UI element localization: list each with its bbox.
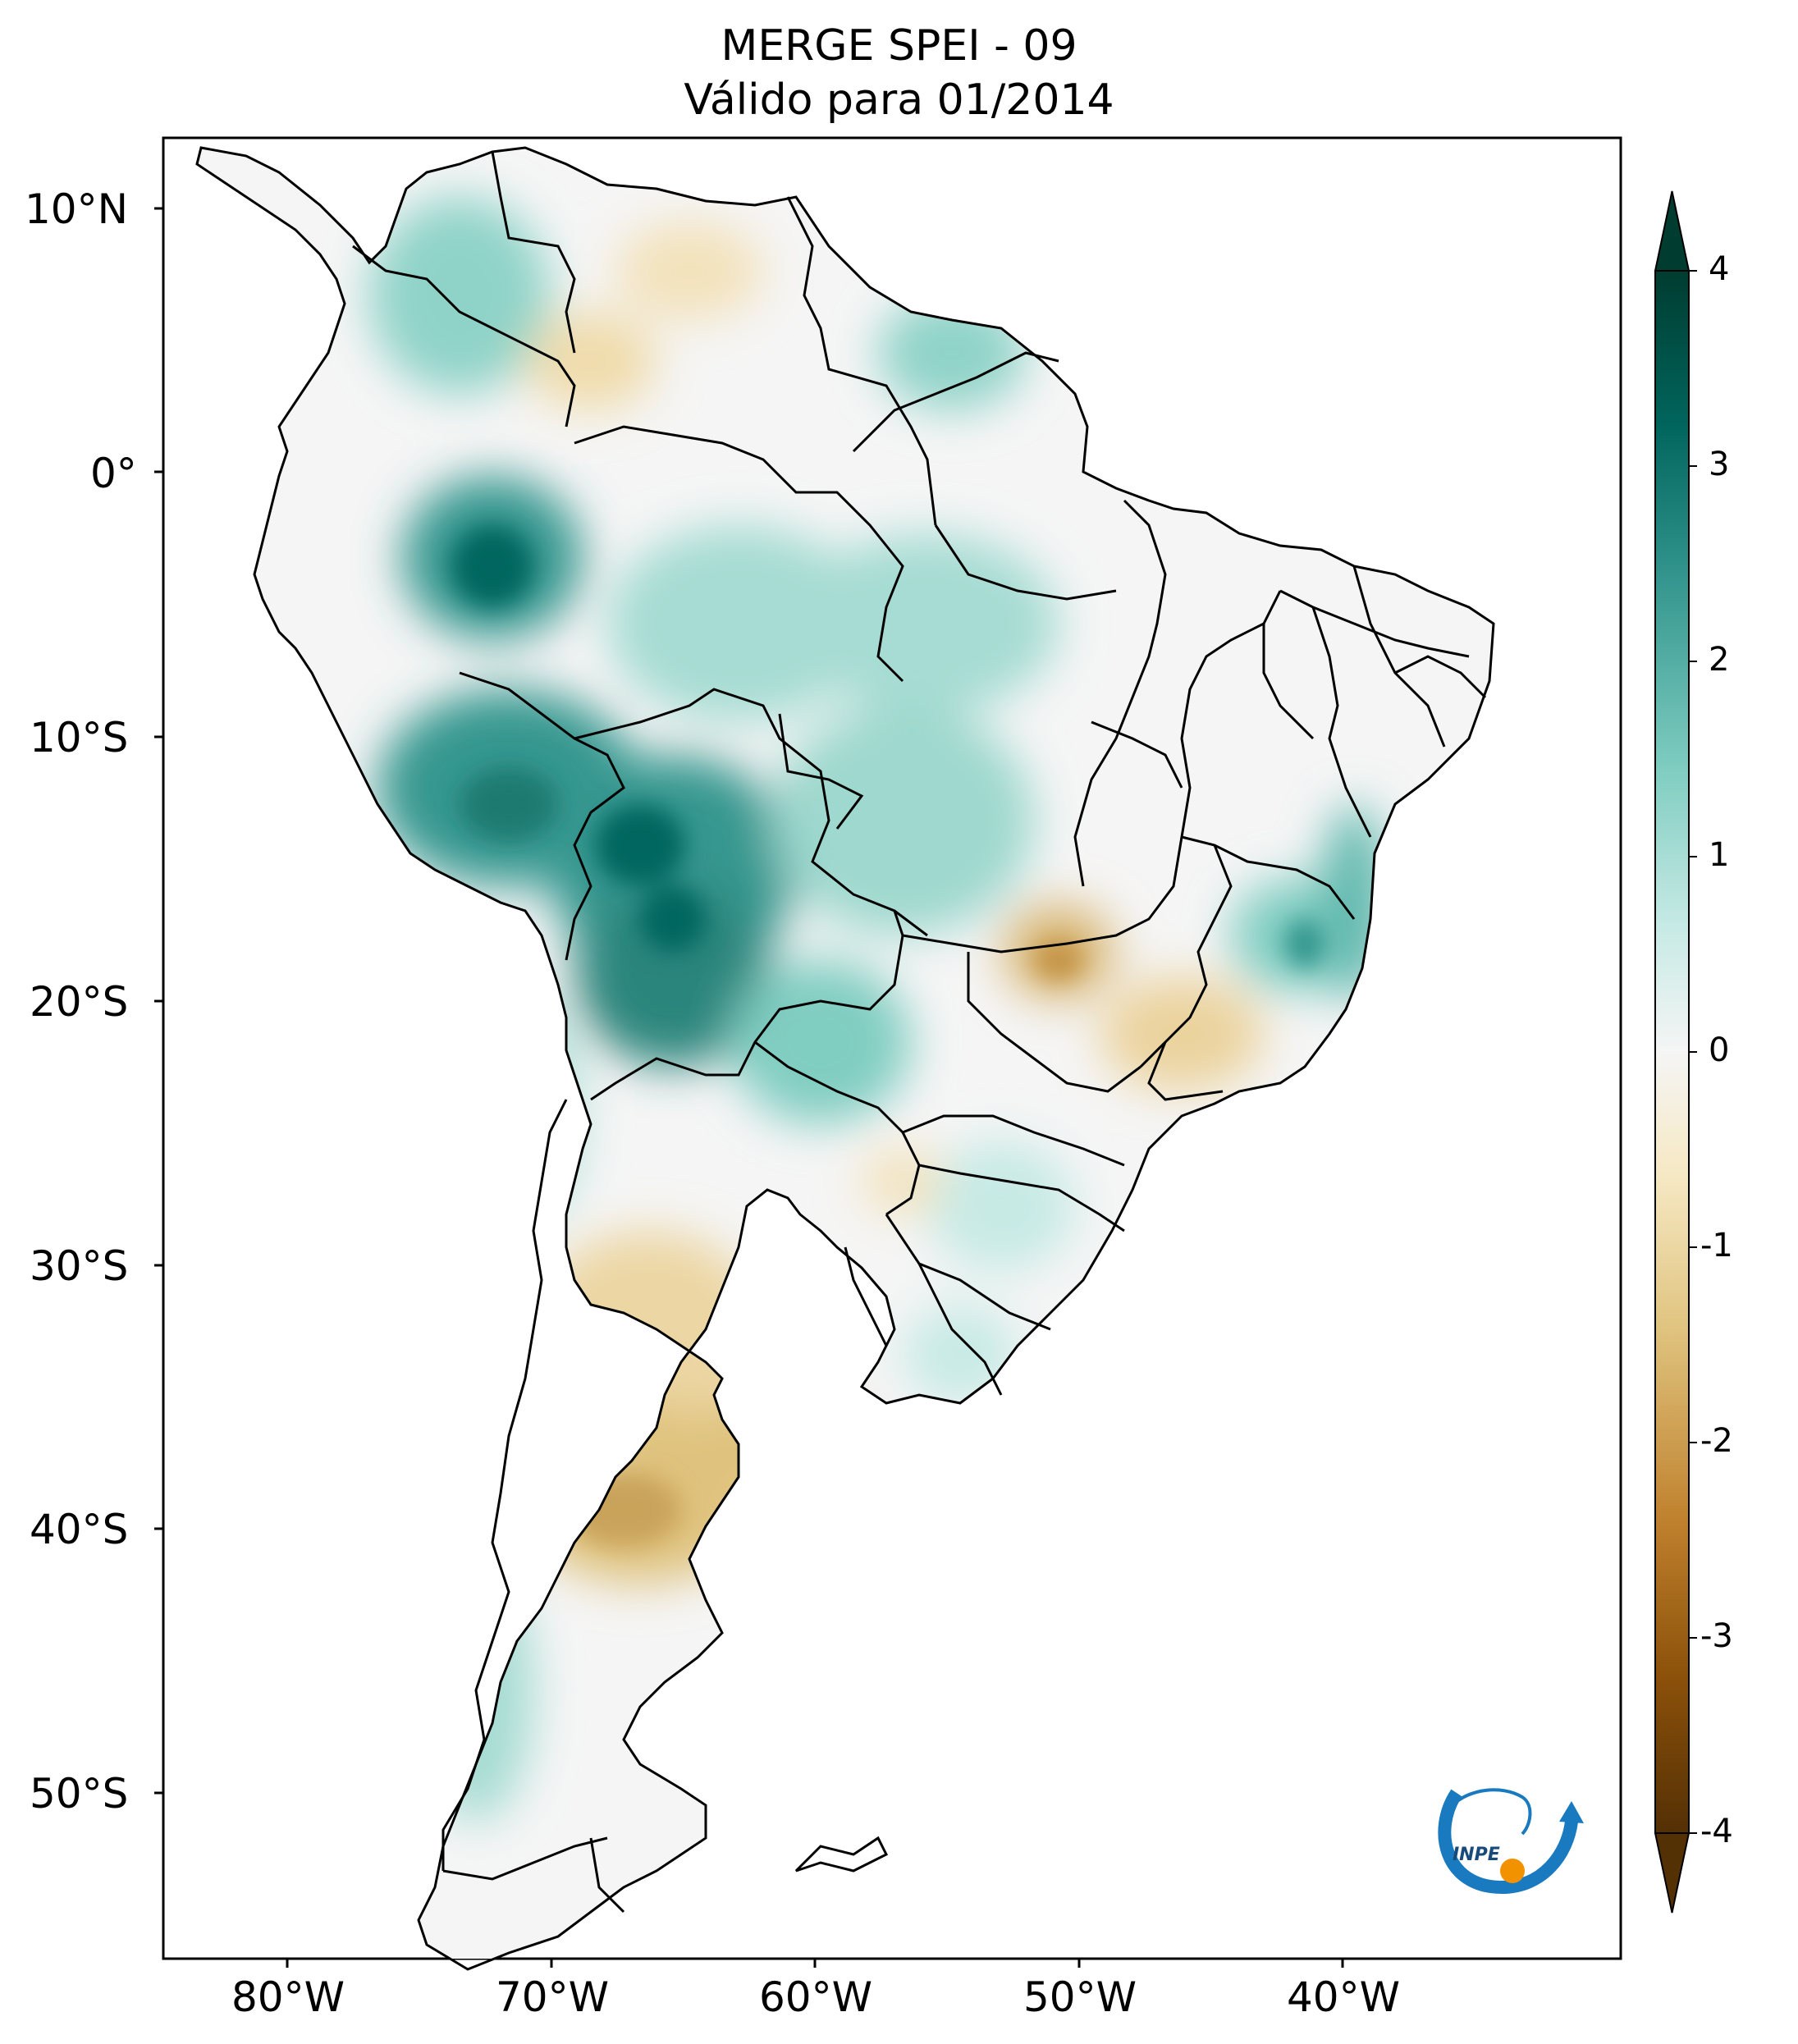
lat-tick-marks bbox=[154, 207, 163, 1795]
lat-label-40s: 40°S bbox=[30, 1506, 129, 1553]
colorbar bbox=[1654, 190, 1697, 1914]
colorbar-label-2: 2 bbox=[1709, 641, 1730, 679]
lon-label-60w: 60°W bbox=[759, 1973, 873, 2021]
logo-arrow-icon bbox=[1559, 1801, 1584, 1823]
colorbar-label-neg3: -3 bbox=[1700, 1617, 1733, 1655]
logo-arc-icon bbox=[1438, 1789, 1578, 1895]
colorbar-label-neg4: -4 bbox=[1700, 1813, 1733, 1850]
lon-tick-marks bbox=[286, 1959, 1344, 1968]
logo-dot-icon bbox=[1500, 1859, 1525, 1883]
colorbar-body bbox=[1654, 270, 1690, 1834]
lat-label-10s: 10°S bbox=[30, 714, 129, 761]
lon-label-40w: 40°W bbox=[1287, 1973, 1401, 2021]
country-borders bbox=[195, 146, 1495, 1971]
colorbar-label-4: 4 bbox=[1709, 250, 1730, 288]
colorbar-label-3: 3 bbox=[1709, 446, 1730, 483]
map-subtitle: Válido para 01/2014 bbox=[684, 75, 1114, 125]
colorbar-label-1: 1 bbox=[1709, 836, 1730, 874]
colorbar-label-neg1: -1 bbox=[1700, 1227, 1733, 1264]
inpe-logo: INPE bbox=[1438, 1788, 1584, 1895]
map-title: MERGE SPEI - 09 bbox=[721, 21, 1077, 71]
colorbar-label-0: 0 bbox=[1709, 1031, 1730, 1069]
logo-text: INPE bbox=[1453, 1845, 1500, 1865]
lon-label-80w: 80°W bbox=[231, 1973, 345, 2021]
lon-label-50w: 50°W bbox=[1023, 1973, 1137, 2021]
lon-label-70w: 70°W bbox=[496, 1973, 610, 2021]
colorbar-extend-top bbox=[1654, 190, 1690, 272]
colorbar-label-neg2: -2 bbox=[1700, 1422, 1733, 1460]
lat-label-30s: 30°S bbox=[30, 1242, 129, 1290]
lat-label-10n: 10°N bbox=[25, 185, 129, 233]
lat-label-20s: 20°S bbox=[30, 978, 129, 1026]
lat-label-50s: 50°S bbox=[30, 1770, 129, 1818]
lat-label-0: 0° bbox=[90, 450, 137, 497]
colorbar-extend-bottom bbox=[1654, 1832, 1690, 1914]
logo-orbit-icon bbox=[1451, 1788, 1532, 1836]
